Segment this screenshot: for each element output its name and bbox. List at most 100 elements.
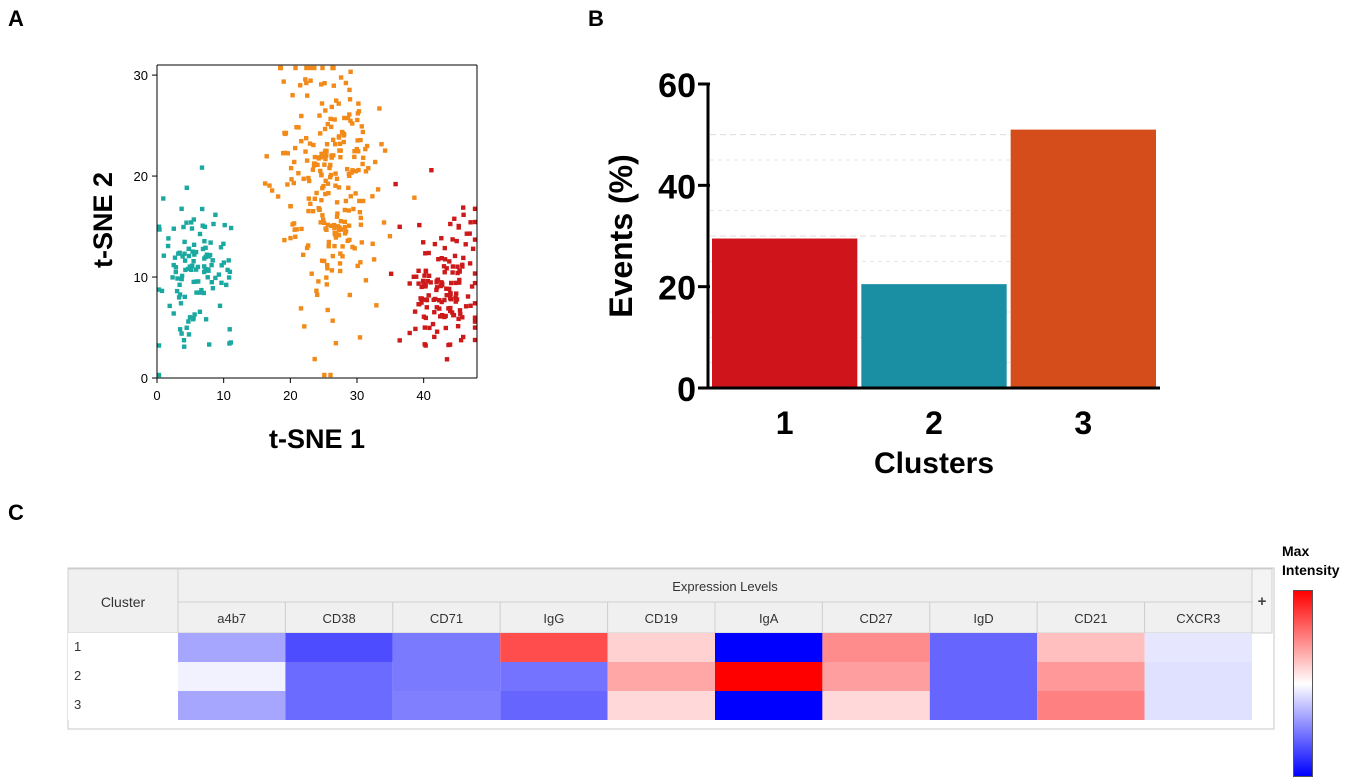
scatter-point-cluster-3 [322, 126, 328, 132]
scatter-point-cluster-2 [194, 290, 199, 295]
add-column-button[interactable] [1251, 568, 1273, 634]
heatmap-cell[interactable] [822, 691, 930, 720]
scatter-point-cluster-3 [377, 106, 382, 111]
scatter-point-cluster-3 [333, 341, 339, 346]
scatter-point-cluster-1 [393, 181, 398, 187]
scatter-point-cluster-3 [331, 222, 337, 228]
scatter-point-cluster-1 [416, 281, 421, 286]
column-header-cd71[interactable] [392, 601, 501, 634]
heatmap-cell[interactable] [500, 633, 608, 662]
heatmap-cell[interactable] [1037, 691, 1145, 720]
heatmap-cell[interactable] [285, 691, 393, 720]
scatter-point-cluster-1 [456, 316, 461, 322]
events-bar-chart: 0 20 40 60 1 2 3 Clusters Events (%) [603, 67, 1160, 480]
heatmap-cell[interactable] [178, 633, 286, 662]
scatter-point-cluster-3 [343, 80, 349, 86]
scatter-point-cluster-3 [359, 124, 364, 129]
heatmap-cell[interactable] [178, 662, 286, 691]
scatter-point-cluster-2 [171, 311, 176, 316]
scatter-point-cluster-1 [467, 231, 472, 236]
scatter-point-cluster-2 [197, 231, 203, 237]
heatmap-cell[interactable] [715, 633, 823, 662]
scatter-point-cluster-2 [193, 267, 199, 272]
heatmap-cell[interactable] [392, 633, 501, 662]
scatter-point-cluster-3 [324, 142, 330, 147]
cluster-row-header[interactable] [68, 633, 178, 662]
heatmap-cell[interactable] [715, 691, 823, 720]
heatmap-cell[interactable] [607, 662, 715, 691]
add-column-icon[interactable]: + [1258, 593, 1267, 610]
cluster-row-header[interactable] [68, 691, 178, 720]
heatmap-cell[interactable] [1144, 662, 1252, 691]
scatter-point-cluster-1 [418, 296, 423, 301]
scatter-point-cluster-3 [340, 244, 345, 249]
scatter-point-cluster-3 [351, 206, 356, 212]
scatter-point-cluster-2 [228, 225, 234, 231]
scatter-point-cluster-3 [324, 275, 329, 280]
scatter-x-axis-label: t-SNE 1 [269, 424, 365, 454]
cluster-row-header[interactable] [68, 662, 178, 691]
scatter-point-cluster-1 [437, 298, 442, 303]
scatter-point-cluster-1 [454, 291, 459, 296]
column-header-cd38[interactable] [284, 601, 394, 634]
heatmap-cell[interactable] [178, 691, 286, 720]
scatter-point-cluster-3 [328, 116, 333, 122]
heatmap-cell[interactable] [929, 691, 1038, 720]
scatter-point-cluster-1 [426, 273, 432, 278]
scatter-point-cluster-3 [303, 77, 308, 82]
heatmap-cell[interactable] [715, 662, 823, 691]
column-header-label: IgD [973, 611, 993, 626]
scatter-point-cluster-1 [422, 273, 427, 278]
scatter-point-cluster-3 [322, 372, 327, 378]
scatter-point-cluster-2 [179, 331, 184, 336]
heatmap-cell[interactable] [607, 633, 715, 662]
legend-title-line2: Intensity [1282, 562, 1340, 578]
scatter-point-cluster-3 [348, 69, 353, 74]
scatter-point-cluster-1 [444, 286, 449, 291]
scatter-point-cluster-2 [224, 282, 229, 288]
scatter-point-cluster-3 [322, 81, 327, 86]
heatmap-cell[interactable] [1037, 633, 1145, 662]
scatter-point-cluster-1 [464, 231, 469, 236]
column-header-label: CD21 [1074, 611, 1107, 626]
cluster-header-cell[interactable] [67, 568, 179, 634]
scatter-point-cluster-2 [189, 267, 194, 272]
heatmap-cell[interactable] [929, 662, 1038, 691]
scatter-point-cluster-3 [304, 65, 309, 71]
heatmap-cell[interactable] [1144, 633, 1252, 662]
scatter-point-cluster-1 [439, 256, 444, 261]
heatmap-cell[interactable] [607, 691, 715, 720]
heatmap-cell[interactable] [1144, 691, 1252, 720]
heatmap-cell[interactable] [500, 662, 608, 691]
heatmap-cell[interactable] [500, 691, 608, 720]
scatter-point-cluster-3 [282, 237, 287, 243]
scatter-point-cluster-3 [331, 65, 336, 71]
heatmap-cell[interactable] [392, 691, 501, 720]
scatter-point-cluster-3 [338, 251, 343, 256]
heatmap-cell[interactable] [822, 633, 930, 662]
heatmap-cell[interactable] [929, 633, 1038, 662]
scatter-point-cluster-1 [469, 284, 475, 289]
scatter-point-cluster-3 [347, 97, 353, 102]
scatter-point-cluster-3 [308, 201, 313, 206]
heatmap-cell[interactable] [1037, 662, 1145, 691]
column-header-iga[interactable] [714, 601, 823, 634]
scatter-point-cluster-1 [432, 310, 437, 315]
heatmap-cell[interactable] [392, 662, 501, 691]
scatter-point-cluster-1 [461, 205, 466, 210]
scatter-point-cluster-2 [179, 206, 184, 211]
column-header-a4b7[interactable] [177, 601, 286, 634]
scatter-point-cluster-2 [182, 239, 187, 245]
column-header-label: CD27 [859, 611, 892, 626]
heatmap-cell[interactable] [285, 633, 393, 662]
heatmap-cell[interactable] [822, 662, 930, 691]
column-header-igd[interactable] [929, 601, 1038, 634]
expression-levels-header[interactable] [177, 568, 1253, 603]
scatter-point-cluster-3 [342, 231, 348, 236]
bar-cluster-3 [1010, 129, 1156, 388]
scatter-point-cluster-2 [213, 275, 218, 281]
scatter-point-cluster-3 [299, 226, 304, 232]
heatmap-cell[interactable] [285, 662, 393, 691]
scatter-point-cluster-2 [216, 272, 222, 277]
scatter-point-cluster-3 [342, 115, 347, 121]
